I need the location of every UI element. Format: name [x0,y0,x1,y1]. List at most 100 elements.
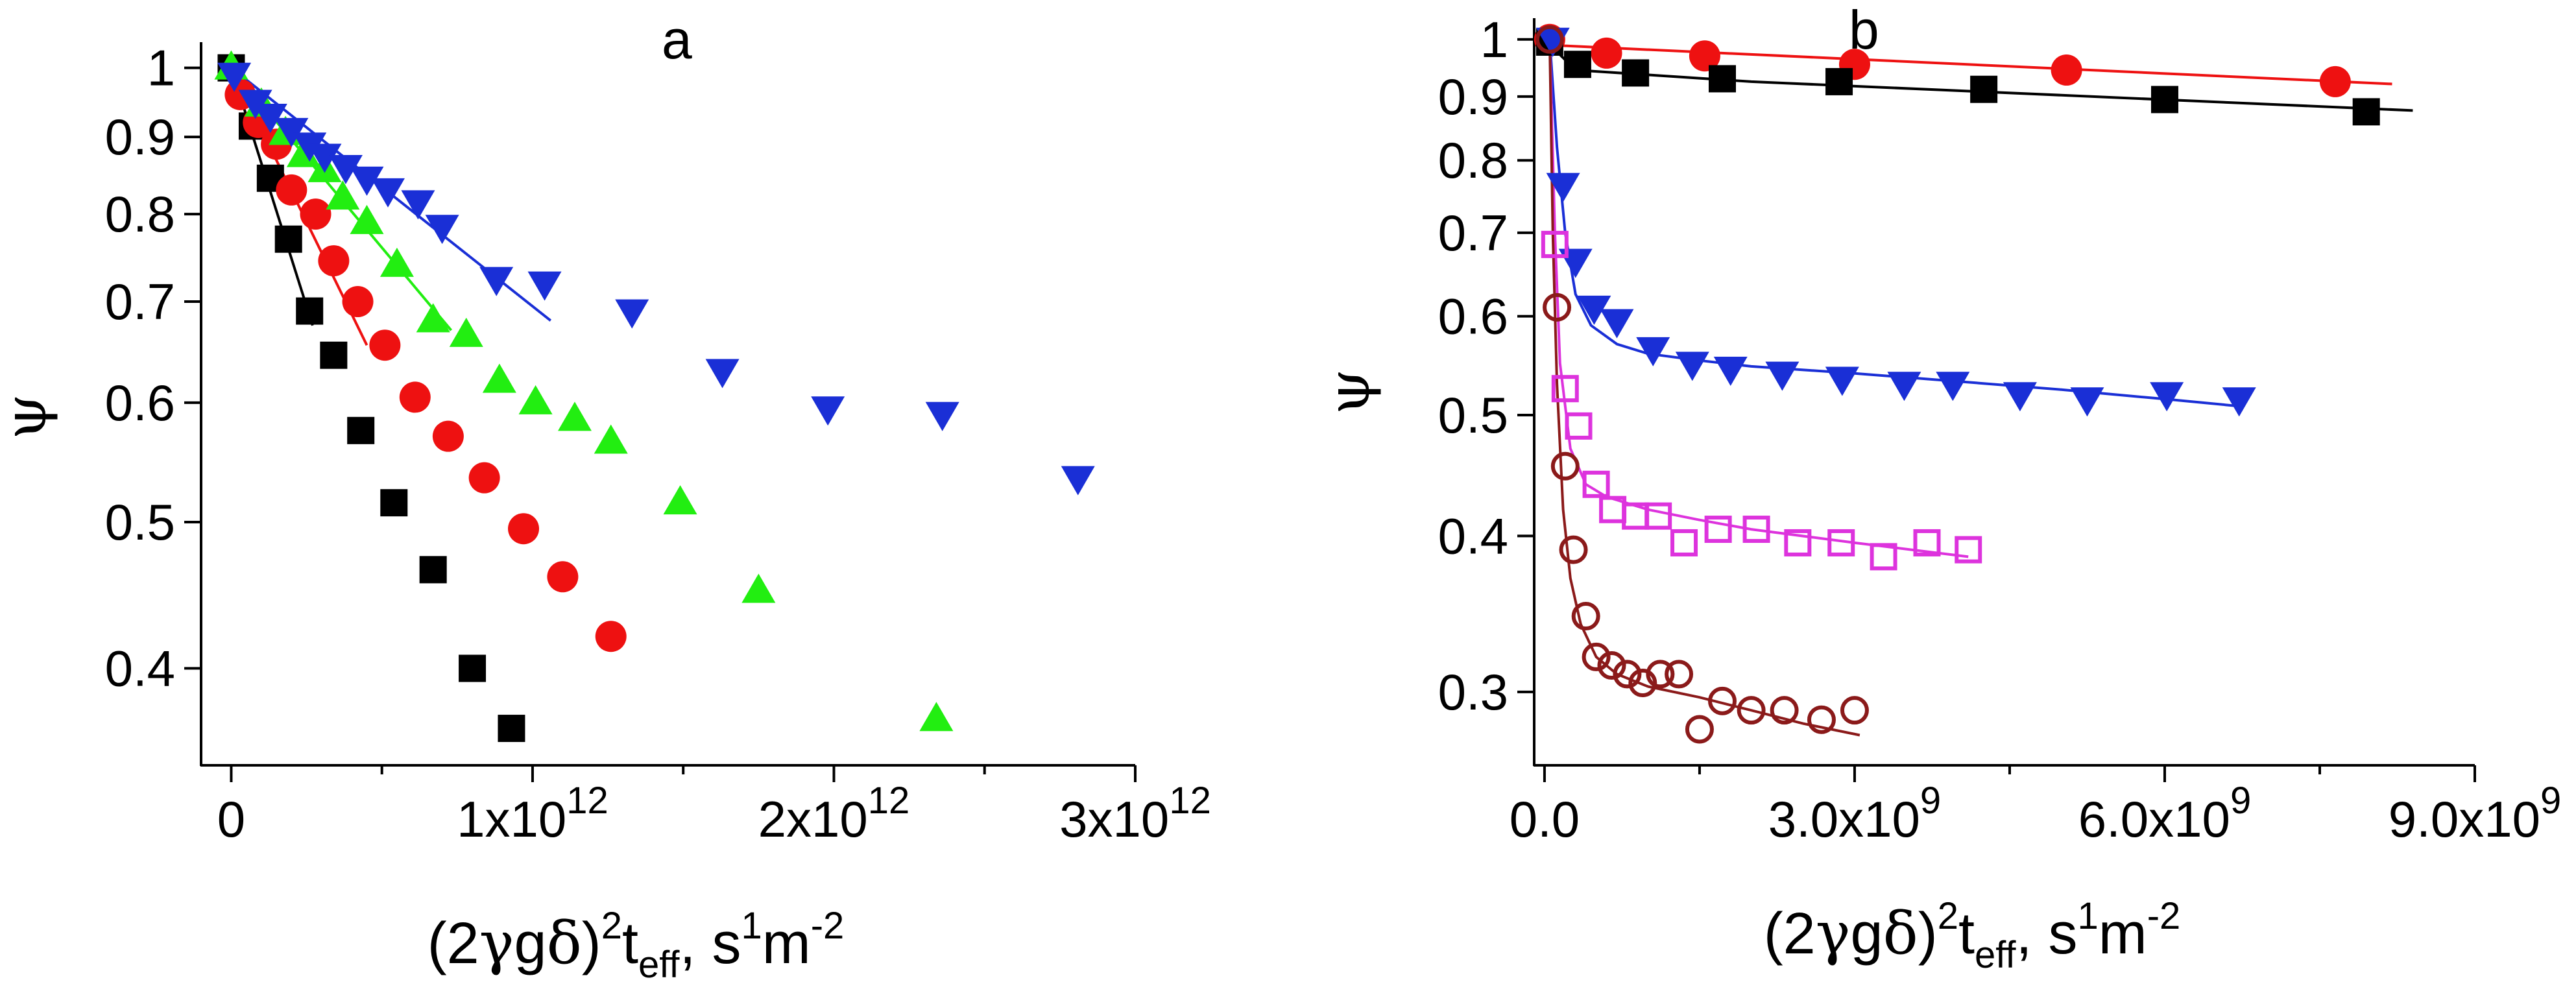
panel-b-x-tick-label: 3.0x109 [1768,780,1941,848]
panel-a-circles-point [468,462,500,494]
panel-b-open-circles-point [1535,25,1564,54]
panel-b-filled-squares-point [1825,67,1853,95]
panel-b-open-circles-point [1628,669,1657,698]
panel-a-squares-point [419,556,447,584]
panel-a-y-tick-label: 1 [147,40,175,97]
panel-a-circles-point [342,286,374,318]
panel-b-x-tick-label: 9.0x109 [2389,780,2561,848]
panel-a-up-triangles-point [379,247,414,277]
panel-a-down-triangles-point [811,396,845,426]
panel-b-filled-circles-point [1689,40,1720,72]
panel-b-open-squares-point [1913,529,1941,556]
panel-a-down-triangles-point [527,271,562,301]
panel-b-open-squares-point [1541,230,1569,258]
panel-b-open-squares-point [1582,470,1610,498]
panel-b-y-tick-label: 0.9 [1438,68,1508,125]
panel-a-up-triangles-point [286,137,320,167]
panel-b-down-triangles-point [1636,337,1670,366]
panel-b-open-squares-point [1955,536,1982,564]
panel-b-open-circles-point [1571,602,1600,631]
panel-b-down-triangles-point [1675,352,1709,381]
panel-a-x-tick-label: 3x1012 [1059,780,1211,848]
panel-b-filled-squares-point [2150,86,2178,113]
panel-b-filled-squares-point [1563,51,1591,78]
panel-b-down-triangles-point [2003,382,2037,412]
panel-b-filled-circles-point [2319,66,2351,97]
panel-b-y-tick-label: 0.7 [1438,204,1508,261]
panel-a-down-triangles-point [274,117,309,147]
panel-a-down-triangles-point [705,359,740,388]
panel-a-circles-point [547,561,579,593]
panel-b-down-triangles-point [1600,309,1634,339]
panel-b-down-triangles-point [2070,387,2104,417]
panel-a-up-triangles-point [326,180,360,210]
panel-a-circles-point [318,245,350,277]
panel-b-down-triangles-point [1577,295,1611,325]
panel-a-x-tick-label: 0 [217,791,245,848]
panel-b-down-triangles-point [1713,356,1748,386]
panel-a-down-triangles-point [217,62,252,92]
panel-a-squares-point [320,341,348,369]
panel-a-down-triangles-point [253,103,287,133]
panel-a-y-axis-label: ψ [0,394,60,440]
panel-b-open-circles-point [1646,660,1675,689]
panel-b-down-triangles-point [1936,372,1970,401]
panel-b-down-triangles-point [1825,366,1859,396]
panel-a-down-triangles-point [307,143,342,173]
panel-a-circles-point [369,329,401,361]
panel-b-filled-squares-point [2352,98,2380,126]
panel-b-filled-circles-point [1591,37,1622,69]
panel-a-y-tick-label: 0.7 [105,273,175,330]
panel-b-open-squares-point [1644,502,1672,530]
panel-a-y-tick-label: 0.4 [105,640,175,697]
panel-a-circles-point [276,174,307,206]
panel-b-open-circles-point [1613,660,1642,689]
panel-b-open-circles-point [1582,642,1611,671]
panel-b-open-circles-point [1543,293,1572,322]
panel-a-chart: a 0 1x1012 2x1012 3x1012 1 0.9 0.8 0.7 0.6 0.5 0.4… [0,9,1211,986]
panel-a-down-triangles-point [615,299,649,329]
panel-b-filled-circles-point [2051,54,2082,86]
panel-b-open-circles-point [1550,451,1580,481]
panel-b-y-tick-label: 0.6 [1438,288,1508,345]
panel-b-y-tick-label: 0.3 [1438,663,1508,721]
panel-a-squares-point [380,489,408,517]
panel-a-label: a [662,9,692,70]
panel-a-squares-point [274,225,302,253]
panel-b-open-circles-fit-line [1548,39,1860,737]
panel-b-open-circles-point [1737,696,1766,725]
panel-b-chart: b 0.0 3.0x109 6.0x109 9.0x10910.90.80.70.60… [1315,0,2561,976]
panel-b-open-squares-point [1670,529,1698,556]
panel-a-y-tick-label: 0.8 [105,185,175,243]
panel-a-down-triangles-point [479,267,514,296]
panel-b-open-circles-point [1559,535,1588,564]
panel-b-filled-squares-point [1622,59,1650,87]
panel-a-circles-point [300,198,331,230]
panel-a-y-tick-label: 0.6 [105,374,175,431]
panel-a-up-triangles-point [594,424,628,454]
panel-b-y-tick-label: 0.4 [1438,507,1508,564]
panel-b-open-circles-point [1708,686,1737,715]
panel-a-squares-point [347,416,375,444]
panel-b-down-triangles-point [2150,382,2184,412]
panel-b-open-circles-point [1770,696,1799,725]
panel-a-down-triangles-point [328,155,363,185]
panel-b-x-axis-label: (2γgδ)2teff, s1m-2 [1764,895,2181,976]
panel-a-y-tick-label: 0.9 [105,108,175,165]
panel-b-down-triangles-point [1546,173,1580,202]
panel-a-down-triangles-point [401,190,435,220]
panel-a-down-triangles-point [425,215,459,245]
panel-a-x-axis-label: (2γgδ)2teff, s1m-2 [427,905,845,986]
panel-b-y-tick-label: 0.8 [1438,132,1508,189]
panel-b-open-squares-point [1704,516,1732,543]
panel-a-y-tick-label: 0.5 [105,494,175,551]
panel-b-open-circles-point [1840,696,1869,725]
panel-a-circles-point [595,621,627,652]
panel-a-squares-point [296,297,324,325]
panel-a-up-triangles-point [482,363,516,393]
panel-a-down-triangles-point [350,166,384,196]
panel-a-down-triangles-point [925,401,959,431]
panel-a-circles-point [508,513,540,545]
panel-b-y-axis-label: ψ [1315,369,1383,415]
